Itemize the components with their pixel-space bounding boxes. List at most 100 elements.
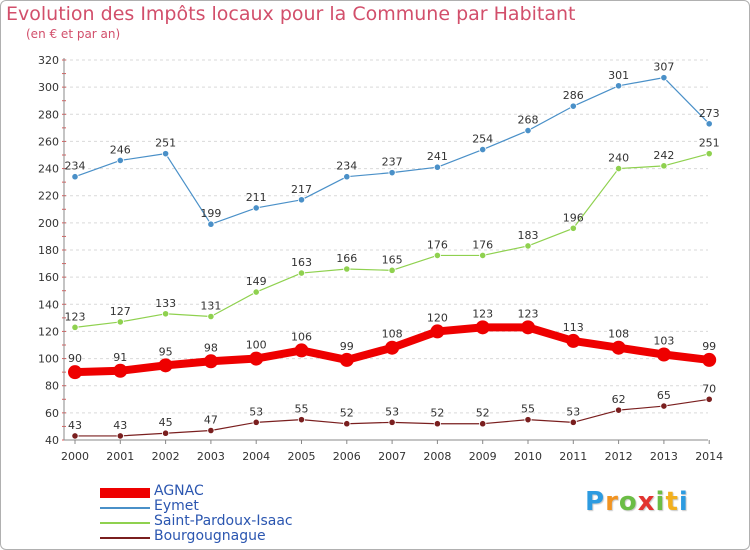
y-tick-label: 260 — [38, 135, 59, 148]
legend-label-saint-pardoux-isaac: Saint-Pardoux-Isaac — [154, 513, 293, 529]
data-label-saint-pardoux-isaac: 123 — [65, 310, 86, 323]
data-point-saint-pardoux-isaac — [343, 265, 351, 273]
data-point-bourgougnague — [705, 395, 713, 403]
data-point-bourgougnague — [343, 420, 351, 428]
data-label-bourgougnague: 53 — [385, 405, 399, 418]
data-label-agnac: 103 — [653, 335, 674, 348]
data-label-bourgougnague: 43 — [113, 419, 127, 432]
data-point-bourgougnague — [297, 416, 306, 424]
data-label-eymet: 286 — [563, 89, 584, 102]
data-point-eymet — [524, 126, 532, 135]
data-label-agnac: 90 — [68, 352, 82, 365]
data-label-eymet: 268 — [518, 114, 539, 127]
data-point-agnac — [566, 333, 581, 348]
data-label-eymet: 217 — [291, 183, 312, 196]
data-label-eymet: 301 — [608, 69, 629, 82]
logo-letter: t — [665, 487, 679, 517]
data-label-saint-pardoux-isaac: 133 — [155, 297, 176, 310]
x-tick-label: 2008 — [423, 450, 451, 463]
proxiti-logo: Proxiti — [585, 487, 689, 517]
data-point-agnac — [158, 358, 173, 373]
data-label-eymet: 307 — [653, 61, 674, 74]
y-tick-label: 160 — [38, 271, 59, 284]
data-label-saint-pardoux-isaac: 127 — [110, 305, 131, 318]
data-label-saint-pardoux-isaac: 149 — [246, 275, 267, 288]
y-tick-label: 220 — [38, 190, 59, 203]
x-tick-label: 2010 — [514, 450, 542, 463]
data-point-saint-pardoux-isaac — [660, 162, 668, 170]
data-label-saint-pardoux-isaac: 183 — [518, 229, 539, 242]
y-tick-label: 140 — [38, 298, 59, 311]
y-tick-label: 80 — [45, 380, 59, 393]
data-label-agnac: 113 — [563, 321, 584, 334]
y-tick-label: 300 — [38, 81, 59, 94]
data-label-eymet: 246 — [110, 143, 131, 156]
data-point-agnac — [430, 324, 445, 339]
data-point-eymet — [479, 145, 487, 154]
data-label-agnac: 99 — [702, 340, 716, 353]
data-point-saint-pardoux-isaac — [524, 242, 532, 250]
data-label-agnac: 100 — [246, 339, 267, 352]
x-tick-label: 2009 — [469, 450, 497, 463]
data-point-saint-pardoux-isaac — [388, 266, 396, 274]
data-label-bourgougnague: 55 — [295, 403, 309, 416]
data-label-agnac: 106 — [291, 330, 312, 343]
data-point-eymet — [71, 173, 79, 181]
logo-letter: o — [618, 487, 638, 517]
x-tick-label: 2000 — [61, 450, 89, 463]
x-tick-label: 2004 — [242, 450, 270, 463]
data-point-bourgougnague — [162, 429, 170, 437]
data-point-saint-pardoux-isaac — [162, 310, 170, 318]
data-point-eymet — [343, 173, 351, 181]
y-tick-label: 180 — [38, 244, 59, 257]
legend-item-eymet: Eymet — [100, 498, 400, 515]
data-point-bourgougnague — [252, 418, 260, 426]
x-tick-label: 2013 — [650, 450, 678, 463]
data-label-saint-pardoux-isaac: 176 — [427, 238, 448, 251]
data-label-bourgougnague: 62 — [612, 393, 626, 406]
legend-swatch-agnac — [100, 488, 150, 498]
data-label-eymet: 241 — [427, 150, 448, 163]
data-label-eymet: 211 — [246, 191, 267, 204]
data-point-saint-pardoux-isaac — [614, 164, 623, 173]
data-point-eymet — [252, 204, 260, 212]
data-label-bourgougnague: 47 — [204, 414, 218, 427]
data-point-agnac — [702, 352, 717, 367]
x-tick-label: 2007 — [378, 450, 406, 463]
data-label-eymet: 251 — [155, 137, 176, 150]
data-label-eymet: 254 — [472, 133, 493, 146]
logo-letter: x — [637, 487, 656, 517]
data-label-eymet: 199 — [200, 207, 221, 220]
x-tick-label: 2003 — [197, 450, 225, 463]
data-label-saint-pardoux-isaac: 251 — [699, 137, 720, 150]
data-label-bourgougnague: 52 — [340, 407, 354, 420]
x-tick-label: 2011 — [559, 450, 587, 463]
data-point-eymet — [162, 150, 170, 158]
y-tick-label: 320 — [38, 54, 59, 67]
data-label-agnac: 123 — [472, 307, 493, 320]
logo-letter: P — [585, 487, 606, 517]
data-label-bourgougnague: 52 — [476, 407, 490, 420]
legend-label-bourgougnague: Bourgougnague — [154, 528, 266, 544]
legend-item-bourgougnague: Bourgougnague — [100, 528, 400, 545]
data-point-saint-pardoux-isaac — [705, 150, 713, 158]
x-tick-label: 2006 — [333, 450, 361, 463]
data-point-agnac — [203, 354, 218, 369]
legend-label-eymet: Eymet — [154, 498, 199, 514]
chart-subtitle: (en € et par an) — [26, 27, 121, 41]
legend-swatch-eymet — [100, 507, 150, 509]
data-label-agnac: 95 — [159, 345, 173, 358]
data-point-saint-pardoux-isaac — [569, 224, 577, 232]
data-label-eymet: 234 — [65, 160, 86, 173]
logo-letter: i — [655, 487, 666, 517]
data-point-saint-pardoux-isaac — [116, 318, 124, 326]
chart-title: Evolution des Impôts locaux pour la Comm… — [6, 3, 576, 25]
y-tick-label: 280 — [38, 108, 59, 121]
data-point-eymet — [116, 156, 124, 165]
y-tick-label: 100 — [38, 353, 59, 366]
data-point-bourgougnague — [388, 418, 396, 426]
data-point-agnac — [385, 340, 400, 355]
data-point-eymet — [660, 74, 668, 82]
data-point-agnac — [611, 340, 626, 355]
